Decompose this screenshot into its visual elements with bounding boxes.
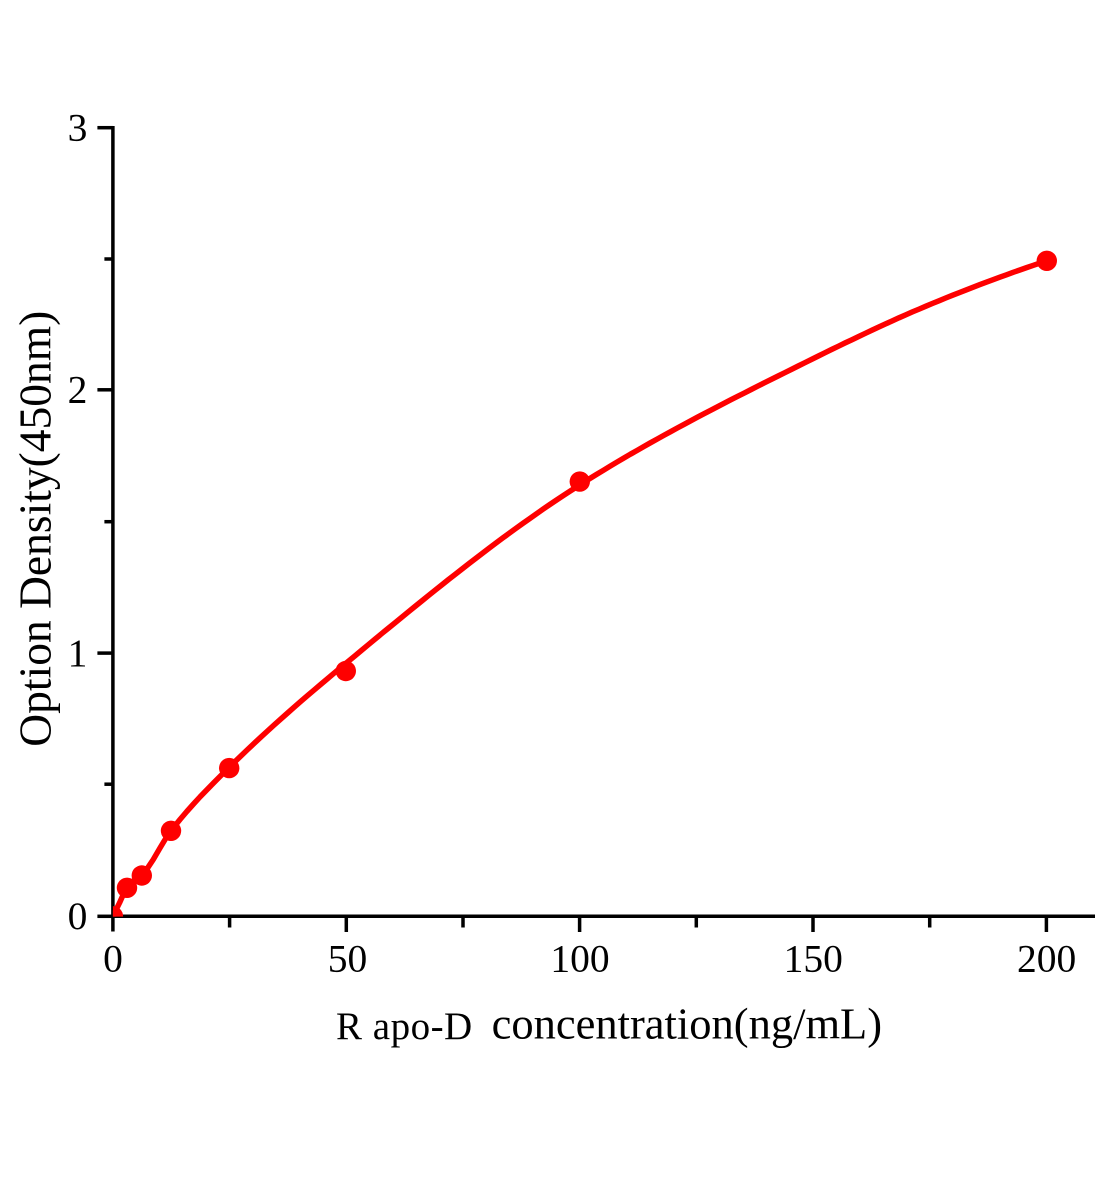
svg-text:150: 150 [784,937,843,981]
svg-text:200: 200 [1017,937,1076,981]
svg-text:100: 100 [550,937,609,981]
svg-text:Option Density(450nm): Option Density(450nm) [10,311,61,747]
svg-text:R apo-D: R apo-D [336,1005,473,1048]
svg-text:1: 1 [68,631,88,675]
svg-text:3: 3 [68,106,88,150]
svg-text:0: 0 [103,937,123,981]
svg-text:50: 50 [328,937,368,981]
svg-text:concentration(ng/mL): concentration(ng/mL) [492,999,882,1049]
svg-text:2: 2 [68,368,88,412]
svg-text:0: 0 [68,894,88,938]
